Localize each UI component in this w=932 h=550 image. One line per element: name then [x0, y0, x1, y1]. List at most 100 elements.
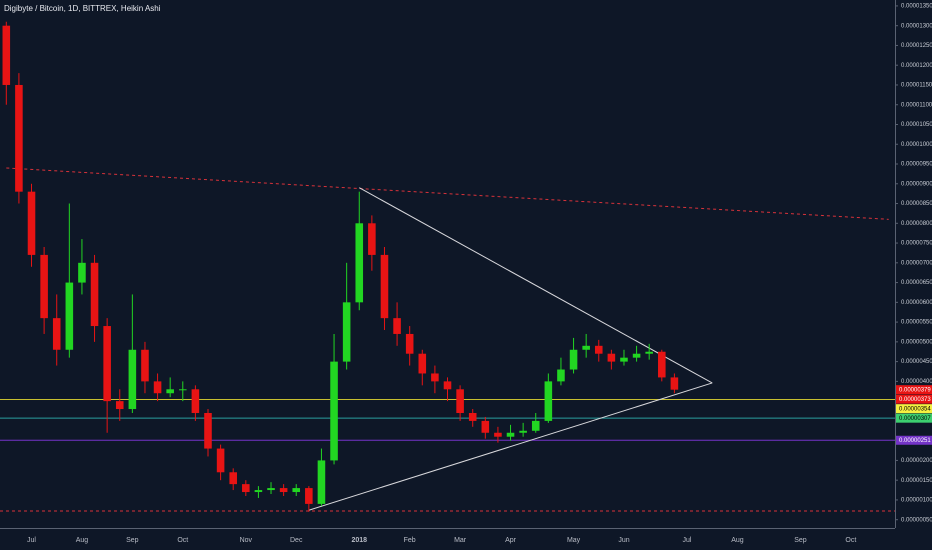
candle-body [670, 377, 679, 390]
candle-body [204, 412, 212, 449]
candle-body [506, 432, 515, 437]
y-tick-label: 0.00001000 [901, 142, 932, 148]
y-tick-label: 0.00000150 [901, 478, 932, 484]
x-tick-label: Oct [177, 537, 188, 544]
candle-body [418, 353, 427, 374]
candle-body [27, 191, 36, 255]
candle-body [355, 223, 364, 303]
y-tick-label: 0.00000500 [901, 339, 932, 345]
y-tick-label: 0.00001100 [901, 102, 932, 108]
candle-body [279, 488, 288, 493]
candle-body [582, 345, 590, 350]
price-tag-label: 0.00000251 [899, 438, 931, 444]
trend-line [359, 187, 713, 384]
price-tag-label: 0.00000379 [899, 387, 931, 393]
candle-body [242, 484, 250, 493]
candle-body [481, 420, 490, 433]
y-tick-label: 0.00000700 [901, 260, 932, 266]
y-tick-label: 0.00001350 [901, 4, 932, 10]
candle-body [52, 318, 61, 350]
price-tag-label: 0.00000307 [899, 416, 931, 422]
candle-body [531, 420, 540, 431]
candle-body [443, 381, 452, 390]
price-tag [896, 435, 932, 445]
candle-body [544, 381, 553, 421]
y-tick-label: 0.00000550 [901, 320, 932, 326]
x-tick-label: Oct [845, 537, 856, 544]
price-tag-label: 0.00000373 [899, 397, 931, 403]
x-tick-label: Sep [126, 537, 139, 544]
candle-body [658, 351, 666, 378]
candle-body [607, 353, 616, 362]
candle-body [65, 282, 74, 350]
y-tick-label: 0.00001200 [901, 63, 932, 69]
x-tick-label: Jul [683, 537, 692, 544]
candle-body [166, 389, 174, 394]
x-tick-label: May [567, 537, 581, 544]
candle-body [40, 254, 48, 319]
candle-body [141, 349, 149, 382]
candle-body [267, 488, 275, 491]
y-tick-label: 0.00000950 [901, 162, 932, 168]
candle-body [78, 262, 86, 283]
y-tick-label: 0.00001050 [901, 122, 932, 128]
candle-body [645, 351, 653, 354]
x-tick-label: 2018 [351, 537, 367, 544]
candle-body [431, 373, 439, 382]
candle-body [317, 460, 326, 504]
candle-body [456, 389, 464, 413]
candle-body [494, 432, 502, 437]
candle-body [2, 25, 11, 85]
candle-body [569, 349, 578, 370]
candle-body [216, 448, 225, 473]
candle-body [594, 345, 603, 354]
candle-body [557, 369, 565, 382]
x-tick-label: Aug [731, 537, 744, 544]
x-tick-label: Feb [404, 537, 416, 544]
x-tick-label: Jun [618, 537, 629, 544]
price-tag-label: 0.00000354 [899, 406, 931, 412]
y-tick-label: 0.00000800 [901, 221, 932, 227]
y-tick-label: 0.00000750 [901, 241, 932, 247]
candle-body [330, 361, 338, 461]
candle-body [115, 401, 124, 410]
price-tag [896, 404, 932, 414]
candle-body [103, 326, 111, 402]
x-tick-label: Nov [240, 537, 253, 544]
candle-body [519, 430, 527, 433]
x-tick-label: Sep [794, 537, 807, 544]
y-tick-label: 0.00000400 [901, 379, 932, 385]
y-tick-label: 0.00000450 [901, 359, 932, 365]
candle-body [229, 472, 237, 485]
candle-body [342, 302, 351, 362]
candle-body [405, 333, 414, 354]
x-tick-label: Jul [27, 537, 36, 544]
candle-body [393, 318, 401, 334]
y-tick-label: 0.00000200 [901, 458, 932, 464]
trend-line [308, 382, 713, 511]
x-tick-label: Apr [505, 537, 517, 544]
chart-title: Digibyte / Bitcoin, 1D, BITTREX, Heikin … [4, 4, 161, 13]
y-tick-label: 0.00000100 [901, 498, 932, 504]
candle-body [632, 353, 641, 358]
price-tag [896, 394, 932, 404]
x-tick-label: Dec [290, 537, 303, 544]
y-tick-label: 0.00001300 [901, 23, 932, 29]
y-tick-label: 0.00001150 [901, 83, 932, 89]
candle-body [90, 262, 99, 327]
candle-body [292, 488, 301, 493]
y-tick-label: 0.00000850 [901, 201, 932, 207]
candle-body [15, 84, 23, 192]
price-tag [896, 385, 932, 395]
y-tick-label: 0.00000050 [901, 517, 932, 523]
y-tick-label: 0.00000650 [901, 280, 932, 286]
x-tick-label: Aug [76, 537, 89, 544]
price-tag [896, 413, 932, 423]
candle-body [153, 381, 162, 394]
candle-body [368, 223, 376, 255]
y-tick-label: 0.00000600 [901, 300, 932, 306]
x-tick-label: Mar [454, 537, 467, 544]
candle-body [191, 389, 200, 413]
